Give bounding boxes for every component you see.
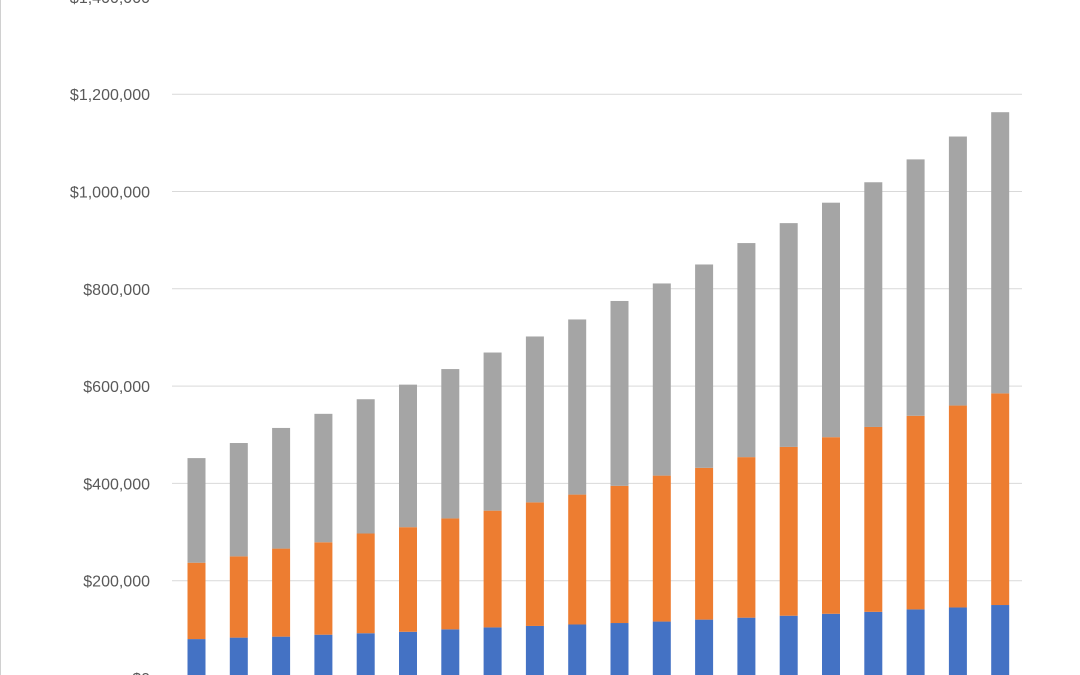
y-tick-label: $0 <box>132 671 150 675</box>
bar-segment-s2-c19 <box>948 405 967 608</box>
bar-segment-s1-c6 <box>399 631 417 675</box>
y-tick-label: $200,000 <box>83 574 150 591</box>
bar-segment-s1-c5 <box>356 633 375 675</box>
bar-segment-s3-c7 <box>441 369 460 519</box>
bar-segment-s2-c15 <box>779 446 798 616</box>
bar-segment-s3-c18 <box>906 159 925 416</box>
bar-segment-s3-c8 <box>483 352 502 511</box>
bar-segment-s3-c15 <box>779 223 798 447</box>
bar-segment-s1-c13 <box>695 619 714 675</box>
bar-segment-s2-c3 <box>272 548 291 637</box>
bar-segment-s3-c14 <box>737 243 756 458</box>
chart-left-border <box>0 0 1 675</box>
bar-segment-s2-c11 <box>610 485 629 624</box>
bar-segment-s2-c10 <box>568 494 587 625</box>
bar-segment-s1-c7 <box>441 629 460 675</box>
bar-segment-s2-c5 <box>356 533 375 634</box>
y-tick-label: $600,000 <box>83 379 150 396</box>
bar-segment-s1-c3 <box>272 636 291 675</box>
bar-segment-s1-c18 <box>906 609 925 675</box>
bar-segment-s3-c1 <box>187 458 206 563</box>
bar-segment-s1-c2 <box>229 637 248 675</box>
bar-segment-s2-c18 <box>906 415 925 610</box>
bar-segment-s2-c6 <box>399 527 417 632</box>
bar-segment-s2-c17 <box>864 426 883 612</box>
y-tick-label: $1,000,000 <box>70 185 150 202</box>
bar-segment-s2-c7 <box>441 518 460 630</box>
y-axis-tick-labels: $0 $200,000 $400,000 $600,000 $800,000 $1,000… <box>70 0 150 675</box>
bar-segment-s2-c14 <box>737 457 756 618</box>
y-tick-label: $400,000 <box>83 476 150 493</box>
bar-segment-s2-c1 <box>187 562 206 640</box>
bar-segment-s2-c4 <box>314 542 333 635</box>
bars <box>187 112 1010 675</box>
bar-segment-s3-c11 <box>610 300 629 486</box>
bar-segment-s1-c8 <box>483 627 502 675</box>
bar-segment-s3-c12 <box>652 283 671 476</box>
bar-segment-s2-c13 <box>695 467 714 620</box>
bar-segment-s3-c2 <box>229 443 248 557</box>
bar-segment-s3-c13 <box>695 264 714 468</box>
bar-segment-s1-c11 <box>610 623 629 675</box>
bar-segment-s1-c10 <box>568 624 587 675</box>
bar-segment-s3-c5 <box>356 399 375 534</box>
bar-segment-s2-c9 <box>525 502 544 626</box>
bar-segment-s1-c1 <box>187 639 206 675</box>
y-tick-label: $800,000 <box>83 282 150 299</box>
bar-segment-s3-c16 <box>822 202 840 438</box>
bar-segment-s3-c3 <box>272 427 291 549</box>
bar-segment-s3-c20 <box>991 112 1010 394</box>
bar-segment-s2-c8 <box>483 510 502 628</box>
bar-segment-s1-c14 <box>737 617 756 675</box>
y-tick-label: $1,200,000 <box>70 87 150 104</box>
bar-segment-s3-c4 <box>314 413 333 543</box>
bar-segment-s1-c16 <box>822 613 840 675</box>
bar-segment-s1-c9 <box>525 625 544 675</box>
bar-segment-s3-c6 <box>399 384 417 528</box>
bar-segment-s2-c16 <box>822 437 840 614</box>
bar-segment-s1-c12 <box>652 621 671 675</box>
bar-segment-s2-c20 <box>991 393 1010 606</box>
bar-segment-s1-c4 <box>314 634 333 675</box>
bar-segment-s2-c12 <box>652 475 671 622</box>
y-tick-label: $1,400,000 <box>70 0 150 7</box>
bar-segment-s1-c17 <box>864 611 883 675</box>
bar-segment-s1-c15 <box>779 615 798 675</box>
bar-segment-s3-c17 <box>864 182 883 427</box>
bar-segment-s1-c19 <box>948 607 967 675</box>
bar-segment-s3-c10 <box>568 319 587 495</box>
gridlines <box>172 93 1022 582</box>
bar-segment-s3-c9 <box>525 336 544 503</box>
bar-segment-s3-c19 <box>948 136 967 406</box>
bar-segment-s2-c2 <box>229 556 248 638</box>
bar-segment-s1-c20 <box>991 605 1010 675</box>
